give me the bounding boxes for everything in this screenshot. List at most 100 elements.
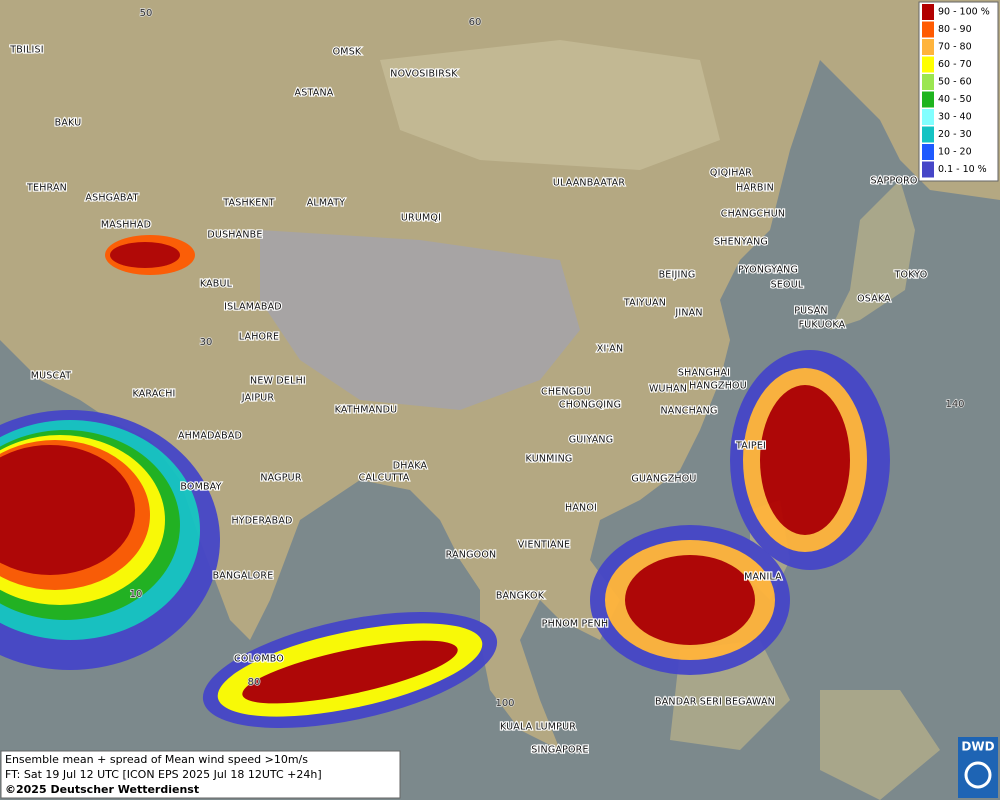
city-label: CHONGQING [559, 400, 621, 411]
city-label: RANGOON [446, 550, 497, 561]
city-label: BEIJING [659, 270, 696, 281]
city-label: LAHORE [239, 332, 279, 343]
grid-label: 50 [140, 8, 153, 19]
city-label: DUSHANBE [207, 230, 262, 241]
city-label: TASHKENT [222, 198, 274, 209]
city-label: HARBIN [736, 183, 774, 194]
city-label: KUALA LUMPUR [500, 722, 576, 733]
city-label: SHENYANG [714, 237, 768, 248]
steppe [380, 40, 720, 170]
city-label: ISLAMABAD [224, 302, 282, 313]
plateau [260, 230, 580, 410]
city-label: KABUL [200, 279, 233, 290]
legend-swatch [922, 56, 934, 73]
city-label: BOMBAY [180, 482, 221, 493]
info-line: FT: Sat 19 Jul 12 UTC [ICON EPS 2025 Jul… [5, 768, 322, 781]
city-label: SHANGHAI [678, 368, 730, 379]
wind-field [0, 235, 890, 729]
city-label: MANILA [744, 572, 782, 583]
legend-label: 20 - 30 [938, 129, 972, 140]
grid-label: 30 [200, 337, 213, 348]
city-label: COLOMBO [234, 654, 284, 665]
city-label: XI'AN [597, 344, 624, 355]
city-label: SEOUL [771, 280, 804, 291]
city-label: DHAKA [393, 461, 428, 472]
legend-swatch [922, 109, 934, 125]
city-label: AHMADABAD [178, 431, 242, 442]
grid-label: 140 [945, 399, 964, 410]
legend-label: 10 - 20 [938, 147, 972, 158]
city-label: OSAKA [857, 294, 891, 305]
legend-swatch [922, 39, 934, 55]
city-label: BANGALORE [213, 571, 274, 582]
city-label: NAGPUR [260, 473, 301, 484]
city-label: TAIYUAN [623, 298, 666, 309]
city-label: NANCHANG [660, 406, 717, 417]
city-label: NOVOSIBIRSK [390, 69, 458, 80]
legend-swatch [922, 144, 934, 160]
city-label: SINGAPORE [531, 745, 588, 756]
city-label: TAIPEI [735, 441, 766, 452]
islands [670, 500, 940, 800]
legend-label: 0.1 - 10 % [938, 164, 987, 175]
city-label: MASHHAD [101, 220, 151, 231]
city-label: TEHRAN [26, 183, 67, 194]
legend-label: 70 - 80 [938, 42, 972, 53]
city-label: PUSAN [794, 306, 828, 317]
grid-label: 60 [469, 17, 482, 28]
grid-label: 100 [495, 698, 514, 709]
city-label: ASTANA [295, 88, 334, 99]
city-label: JINAN [674, 308, 702, 319]
city-label: CALCUTTA [359, 473, 410, 484]
city-label: ULAANBAATAR [553, 178, 625, 189]
city-label: URUMQI [401, 213, 441, 224]
legend-swatch [922, 161, 934, 178]
grid-label: 10 [130, 589, 143, 600]
legend-label: 60 - 70 [938, 59, 972, 70]
city-label: CHANGCHUN [721, 209, 785, 220]
city-label: PYONGYANG [738, 265, 798, 276]
city-label: JAIPUR [241, 393, 275, 404]
city-label: BAKU [55, 118, 82, 129]
legend-swatch [922, 74, 934, 90]
city-label: ASHGABAT [85, 193, 138, 204]
info-line: ©2025 Deutscher Wetterdienst [5, 783, 199, 796]
city-label: MUSCAT [31, 371, 72, 382]
city-label: SAPPORO [870, 176, 917, 187]
legend-swatch [922, 4, 934, 20]
legend-label: 30 - 40 [938, 112, 972, 123]
city-label: GUANGZHOU [631, 474, 696, 485]
city-label: OMSK [333, 47, 362, 58]
logo-text: DWD [961, 740, 994, 754]
city-label: VIENTIANE [518, 540, 570, 551]
city-label: QIQIHAR [710, 168, 752, 179]
japan [830, 180, 915, 330]
city-label: KARACHI [132, 389, 175, 400]
legend-label: 80 - 90 [938, 24, 972, 35]
city-label: ALMATY [307, 198, 346, 209]
city-label: KATHMANDU [335, 405, 398, 416]
city-label: FUKUOKA [799, 320, 846, 331]
legend-label: 40 - 50 [938, 94, 972, 105]
city-label: WUHAN [649, 384, 687, 395]
legend-swatch [922, 21, 934, 38]
city-label: HANOI [565, 503, 597, 514]
city-label: HANGZHOU [689, 381, 747, 392]
info-line: Ensemble mean + spread of Mean wind spee… [5, 753, 308, 766]
city-label: TBILISI [9, 45, 43, 56]
city-label: BANGKOK [496, 591, 545, 602]
city-label: KUNMING [526, 454, 573, 465]
legend-swatch [922, 126, 934, 143]
legend-swatch [922, 91, 934, 108]
city-label: GUIYANG [569, 435, 614, 446]
legend-label: 50 - 60 [938, 77, 972, 88]
city-label: CHENGDU [541, 387, 591, 398]
city-label: NEW DELHI [250, 376, 306, 387]
grid-label: 80 [248, 677, 261, 688]
legend-label: 90 - 100 % [938, 7, 990, 18]
city-label: PHNOM PENH [542, 619, 609, 630]
logo-icon [964, 761, 992, 789]
info-box [0, 750, 401, 799]
city-label: TOKYO [894, 270, 928, 281]
